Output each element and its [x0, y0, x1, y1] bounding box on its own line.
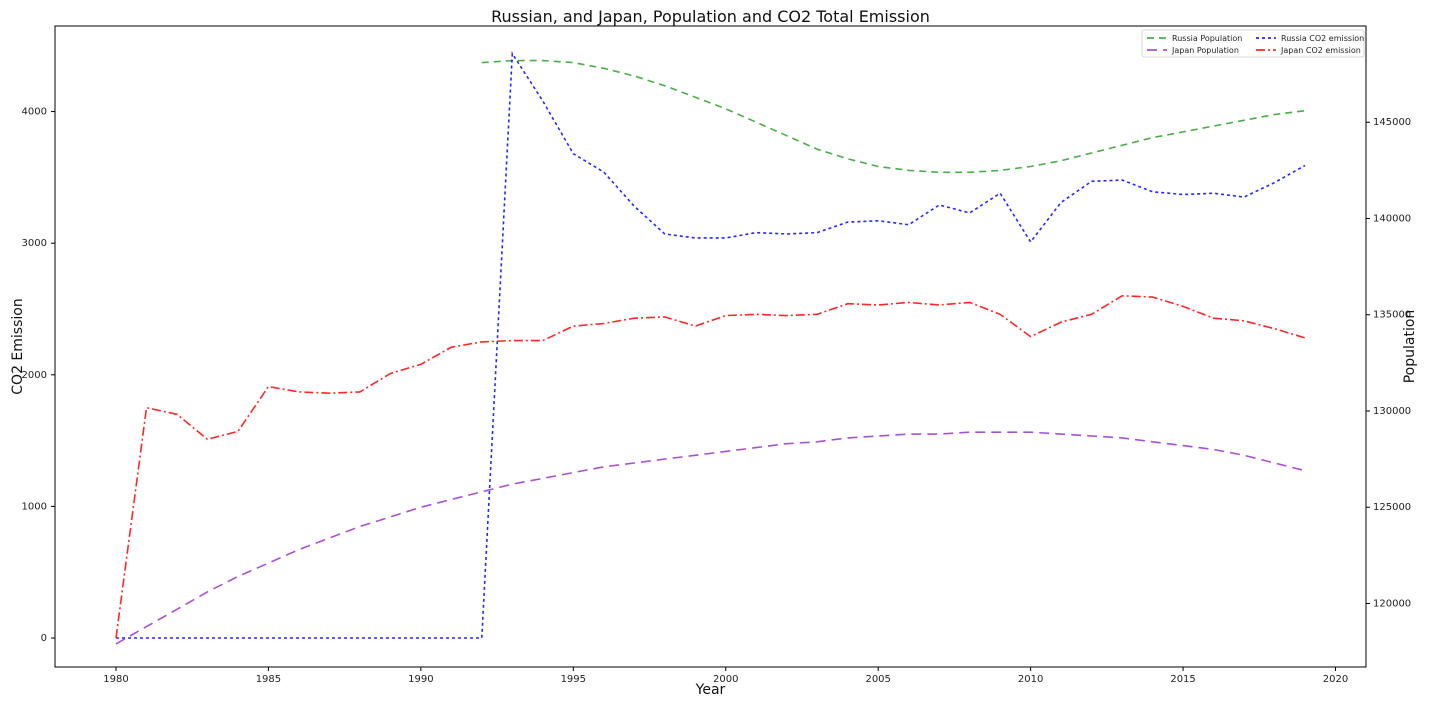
x-tick-label: 1985 — [256, 674, 281, 685]
y-left-tick-label: 3000 — [22, 238, 47, 249]
legend-label-russia-population: Russia Population — [1172, 34, 1242, 43]
x-tick-label: 2000 — [713, 674, 738, 685]
x-tick-label: 2020 — [1323, 674, 1348, 685]
legend-label-russia-co2-emission: Russia CO2 emission — [1281, 34, 1364, 43]
y-right-tick-label: 130000 — [1373, 406, 1411, 417]
x-tick-label: 2005 — [865, 674, 890, 685]
x-axis-title: Year — [695, 682, 726, 698]
y-left-tick-label: 0 — [41, 633, 47, 644]
x-tick-label: 1980 — [103, 674, 128, 685]
y-left-axis-title: CO2 Emission — [10, 298, 26, 394]
y-left-tick-label: 2000 — [22, 370, 47, 381]
series-line-russia-co2-emission — [116, 51, 1306, 639]
chart-title: Russian, and Japan, Population and CO2 T… — [491, 7, 930, 26]
x-tick-label: 1990 — [408, 674, 433, 685]
y-right-tick-label: 135000 — [1373, 310, 1411, 321]
y-right-tick-label: 140000 — [1373, 213, 1411, 224]
y-right-tick-label: 145000 — [1373, 117, 1411, 128]
y-right-axis-ticks: 120000 125000 130000 135000 140000 145000 — [1366, 117, 1411, 609]
series-line-japan-population — [115, 431, 1306, 645]
series-layer — [115, 51, 1306, 645]
x-axis-ticks: 1980 1985 1990 1995 2000 2005 2010 2015 2020 — [103, 667, 1348, 685]
y-left-axis-ticks: 0 1000 2000 3000 4000 — [22, 107, 55, 644]
y-left-tick-label: 1000 — [22, 501, 47, 512]
legend: Russia Population Japan Population Russia … — [1141, 29, 1365, 58]
series-line-russia-population — [481, 59, 1306, 174]
y-left-tick-label: 4000 — [22, 107, 47, 118]
legend-box — [1141, 29, 1365, 58]
legend-label-japan-population: Japan Population — [1171, 46, 1239, 55]
y-right-axis-title: Population — [1402, 310, 1418, 384]
x-tick-label: 2015 — [1170, 674, 1195, 685]
series-line-japan-co2-emission — [115, 294, 1306, 639]
x-tick-label: 2010 — [1018, 674, 1043, 685]
plot-area-frame — [54, 25, 1367, 668]
y-right-tick-label: 125000 — [1373, 502, 1411, 513]
y-right-tick-label: 120000 — [1373, 598, 1411, 609]
legend-label-japan-co2-emission: Japan CO2 emission — [1280, 46, 1361, 55]
x-tick-label: 1995 — [561, 674, 586, 685]
